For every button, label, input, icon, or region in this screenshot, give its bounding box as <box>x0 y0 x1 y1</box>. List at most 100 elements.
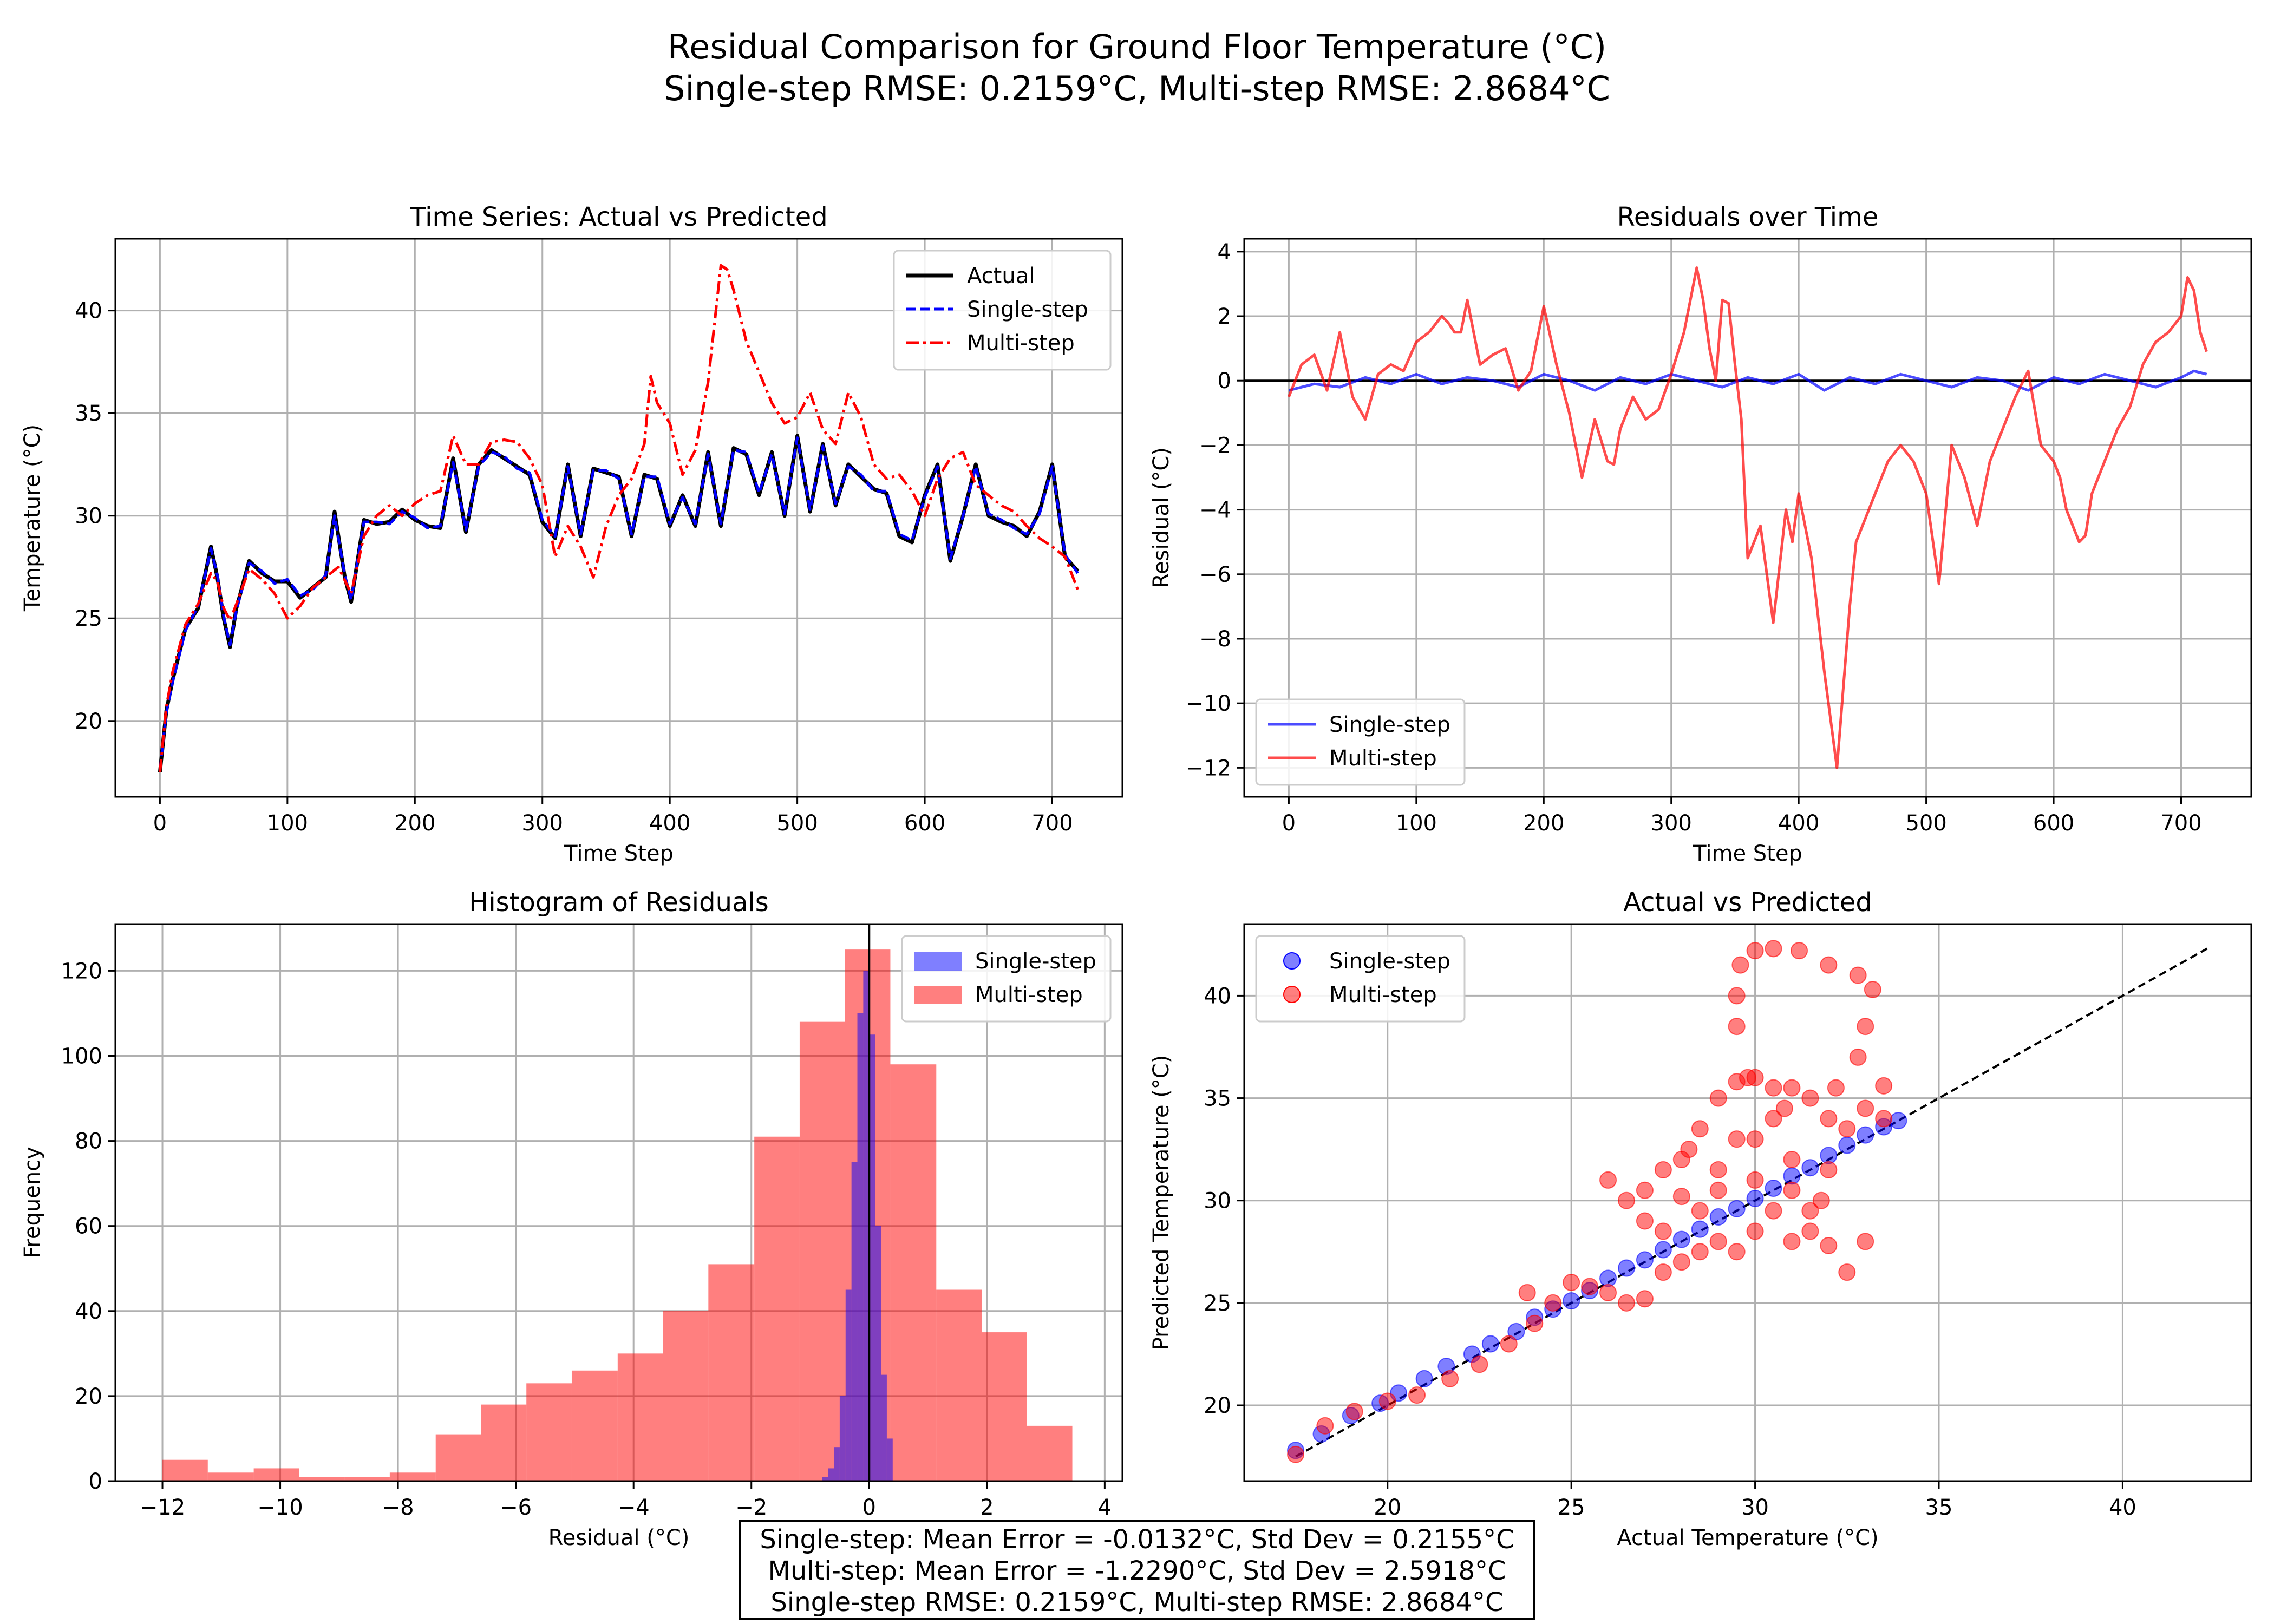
scatter-point-multi-step <box>1581 1278 1599 1295</box>
x-tick-label: 700 <box>2160 811 2201 836</box>
scatter-point-multi-step <box>1765 1110 1782 1128</box>
x-tick-label: 30 <box>1741 1495 1769 1520</box>
x-tick-label: 40 <box>2109 1495 2136 1520</box>
histogram-bar <box>890 1064 937 1481</box>
y-tick-label: 40 <box>1204 984 1231 1009</box>
y-tick-label: 40 <box>75 299 102 324</box>
legend: Actual Single-step Multi-step <box>893 250 1112 371</box>
legend-label: Single-step <box>1329 712 1450 737</box>
scatter-point-multi-step <box>1441 1370 1459 1387</box>
scatter-point-multi-step <box>1783 1181 1801 1199</box>
scatter-point-multi-step <box>1820 956 1838 974</box>
legend-label: Multi-step <box>1329 746 1437 771</box>
y-tick-label: 0 <box>89 1469 102 1494</box>
histogram-bar <box>799 1021 845 1481</box>
y-tick-label: 80 <box>75 1129 102 1154</box>
residuals-panel: 0 100 200 300 400 500 600 700 −12 −10 −8 −6 −4 −2 0 2 4 R… <box>1149 202 2252 866</box>
x-tick-label: 100 <box>1396 811 1437 836</box>
y-tick-label: 2 <box>1218 304 1231 329</box>
histogram-bar <box>344 1477 390 1481</box>
legend-label: Actual <box>967 264 1035 289</box>
legend-label: Single-step <box>975 949 1096 974</box>
scatter-point-multi-step <box>1471 1355 1488 1373</box>
y-tick-label: 40 <box>75 1299 102 1324</box>
scatter-point-multi-step <box>1746 1222 1764 1240</box>
scatter-point-multi-step <box>1775 1099 1793 1117</box>
legend: Single-step Multi-step <box>1255 935 1466 1023</box>
series-line-multi-step <box>1288 266 2208 769</box>
y-tick-label: 100 <box>61 1044 102 1069</box>
x-tick-label: 0 <box>862 1495 876 1520</box>
stats-rmse: Single-step RMSE: 0.2159°C, Multi-step R… <box>770 1587 1504 1618</box>
y-tick-label: −4 <box>1199 498 1231 523</box>
histogram-bar <box>839 1396 846 1481</box>
series-line-multi-step <box>158 264 1079 772</box>
y-tick-label: 120 <box>61 959 102 984</box>
scatter-point-single-step <box>1481 1335 1499 1353</box>
scatter-point-single-step <box>1415 1370 1433 1387</box>
histogram-bar <box>863 971 870 1481</box>
legend-swatch <box>914 952 962 971</box>
panel-title: Actual vs Predicted <box>1623 887 1872 918</box>
figure-title: Residual Comparison for Ground Floor Tem… <box>667 27 1607 67</box>
y-tick-label: −10 <box>1186 691 1231 716</box>
x-axis-label: Residual (°C) <box>548 1525 690 1550</box>
scatter-point-multi-step <box>1827 1079 1845 1097</box>
series-line-single-step <box>1288 369 2207 392</box>
scatter-point-single-step <box>1765 1180 1782 1197</box>
scatter-point-multi-step <box>1731 956 1749 974</box>
legend-label: Single-step <box>967 297 1088 322</box>
series-line-single-step <box>158 436 1079 770</box>
histogram-bar <box>253 1468 299 1481</box>
histogram-bar <box>875 1226 881 1481</box>
scatter-point-single-step <box>1563 1292 1580 1310</box>
scatter-point-multi-step <box>1849 966 1867 984</box>
grid <box>115 924 1122 1482</box>
x-tick-label: 200 <box>394 811 435 836</box>
scatter-point-multi-step <box>1672 1253 1690 1271</box>
scatter-point-multi-step <box>1765 1202 1782 1220</box>
scatter-point-multi-step <box>1617 1294 1635 1312</box>
histogram-bar <box>481 1404 527 1481</box>
y-axis-label: Residual (°C) <box>1149 447 1174 588</box>
histogram-bar <box>754 1136 800 1481</box>
x-tick-label: 700 <box>1031 811 1073 836</box>
axes-frame <box>1243 923 2252 1482</box>
scatter-point-multi-step <box>1599 1284 1617 1301</box>
scatter-point-multi-step <box>1820 1161 1838 1178</box>
histogram-bar <box>869 1034 875 1481</box>
scatter-point-multi-step <box>1801 1222 1819 1240</box>
histogram-bar <box>822 1477 828 1481</box>
x-tick-label: 300 <box>1651 811 1692 836</box>
y-tick-label: 0 <box>1218 369 1231 394</box>
histogram-bar <box>663 1311 709 1481</box>
scatter-point-multi-step <box>1599 1171 1617 1189</box>
x-tick-label: 400 <box>1778 811 1819 836</box>
legend-frame <box>1255 935 1466 1023</box>
scatter-point-multi-step <box>1849 1048 1867 1066</box>
x-tick-label: 600 <box>2033 811 2074 836</box>
scatter-point-single-step <box>1728 1200 1746 1217</box>
scatter-point-multi-step <box>1765 940 1782 958</box>
scatter-point-multi-step <box>1408 1386 1426 1404</box>
y-tick-label: −2 <box>1199 433 1231 458</box>
legend-swatch <box>1283 986 1301 1003</box>
scatter-point-single-step <box>1672 1230 1690 1248</box>
y-tick-label: −6 <box>1199 562 1231 587</box>
scatter-point-multi-step <box>1728 1243 1746 1261</box>
histogram-bar <box>857 1013 864 1481</box>
x-tick-label: 400 <box>649 811 690 836</box>
histogram-bar <box>162 1459 208 1481</box>
legend-swatch <box>1283 952 1301 970</box>
scatter-point-multi-step <box>1875 1110 1893 1128</box>
histogram-bar <box>851 1162 858 1481</box>
y-axis-label: Frequency <box>20 1147 45 1259</box>
scatter-point-multi-step <box>1838 1120 1856 1138</box>
scatter-point-multi-step <box>1838 1263 1856 1281</box>
scatter-point-multi-step <box>1857 1233 1874 1250</box>
histogram-bar <box>886 1438 893 1481</box>
legend: Single-step Multi-step <box>901 935 1112 1023</box>
histogram-panel: −12 −10 −8 −6 −4 −2 0 2 4020406080100120Histogra… <box>20 887 1123 1550</box>
legend-frame <box>893 250 1112 371</box>
